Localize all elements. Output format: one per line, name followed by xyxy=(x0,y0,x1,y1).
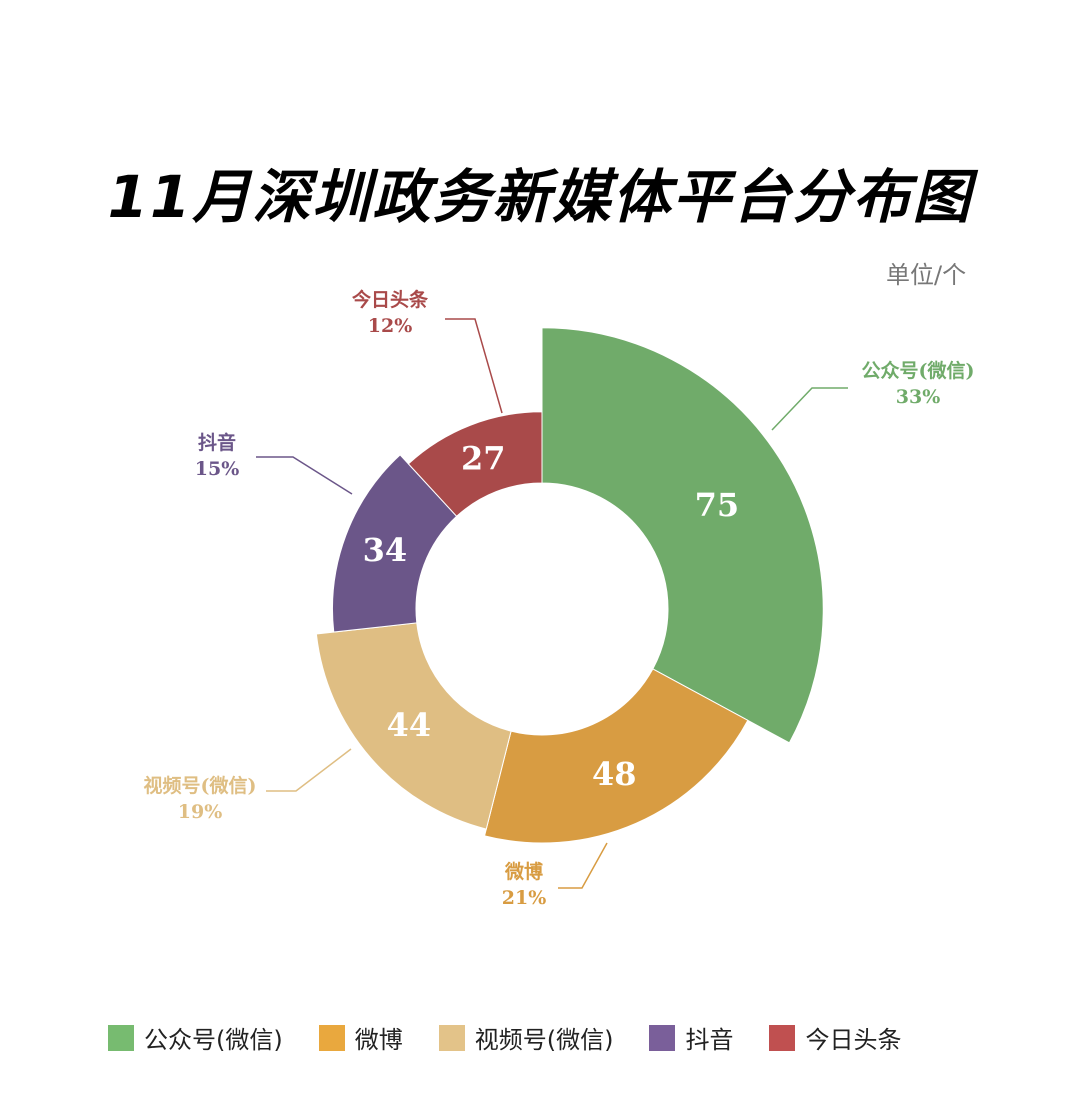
leader-line-3 xyxy=(256,456,353,495)
value-label-4: 27 xyxy=(461,439,506,477)
category-label-0: 公众号(微信) xyxy=(862,359,975,382)
category-label-1: 微博 xyxy=(504,860,543,883)
legend-label: 微博 xyxy=(354,1026,403,1054)
legend: 公众号(微信) 微博 视频号(微信) 抖音 今日头条 xyxy=(108,1020,937,1055)
legend-label: 公众号(微信) xyxy=(144,1026,283,1054)
chart-title: 11月深圳政务新媒体平台分布图 xyxy=(107,163,973,231)
legend-swatch xyxy=(318,1024,345,1051)
unit-label: 单位/个 xyxy=(886,261,967,289)
value-label-0: 75 xyxy=(695,486,740,524)
leader-line-0 xyxy=(771,387,848,431)
legend-swatch xyxy=(438,1024,465,1051)
legend-item: 微博 xyxy=(318,1020,403,1055)
slice-4 xyxy=(407,411,543,518)
percent-label-0: 33% xyxy=(896,386,941,408)
legend-label: 抖音 xyxy=(685,1026,734,1054)
percent-label-1: 21% xyxy=(502,887,547,909)
legend-swatch xyxy=(108,1024,134,1051)
category-label-4: 今日头条 xyxy=(351,288,429,311)
category-label-2: 视频号(微信) xyxy=(144,774,257,797)
value-label-2: 44 xyxy=(387,706,432,744)
leader-line-1 xyxy=(558,842,608,889)
slice-0 xyxy=(541,327,824,744)
value-label-1: 48 xyxy=(592,755,637,793)
leader-line-4 xyxy=(445,318,503,414)
legend-label: 视频号(微信) xyxy=(474,1026,614,1054)
leader-line-2 xyxy=(266,748,352,792)
legend-item: 视频号(微信) xyxy=(438,1020,614,1055)
category-label-3: 抖音 xyxy=(198,431,236,454)
slice-1 xyxy=(483,668,749,844)
legend-swatch xyxy=(769,1024,796,1051)
legend-swatch xyxy=(649,1024,676,1051)
legend-label: 今日头条 xyxy=(805,1026,902,1054)
legend-item: 抖音 xyxy=(649,1020,733,1055)
value-label-3: 34 xyxy=(363,531,408,569)
legend-item: 公众号(微信) xyxy=(108,1020,283,1055)
slice-3 xyxy=(332,454,458,633)
slice-2 xyxy=(315,622,512,830)
percent-label-4: 12% xyxy=(368,315,413,337)
percent-label-3: 15% xyxy=(195,458,240,480)
percent-label-2: 19% xyxy=(178,801,223,823)
legend-item: 今日头条 xyxy=(769,1020,901,1055)
